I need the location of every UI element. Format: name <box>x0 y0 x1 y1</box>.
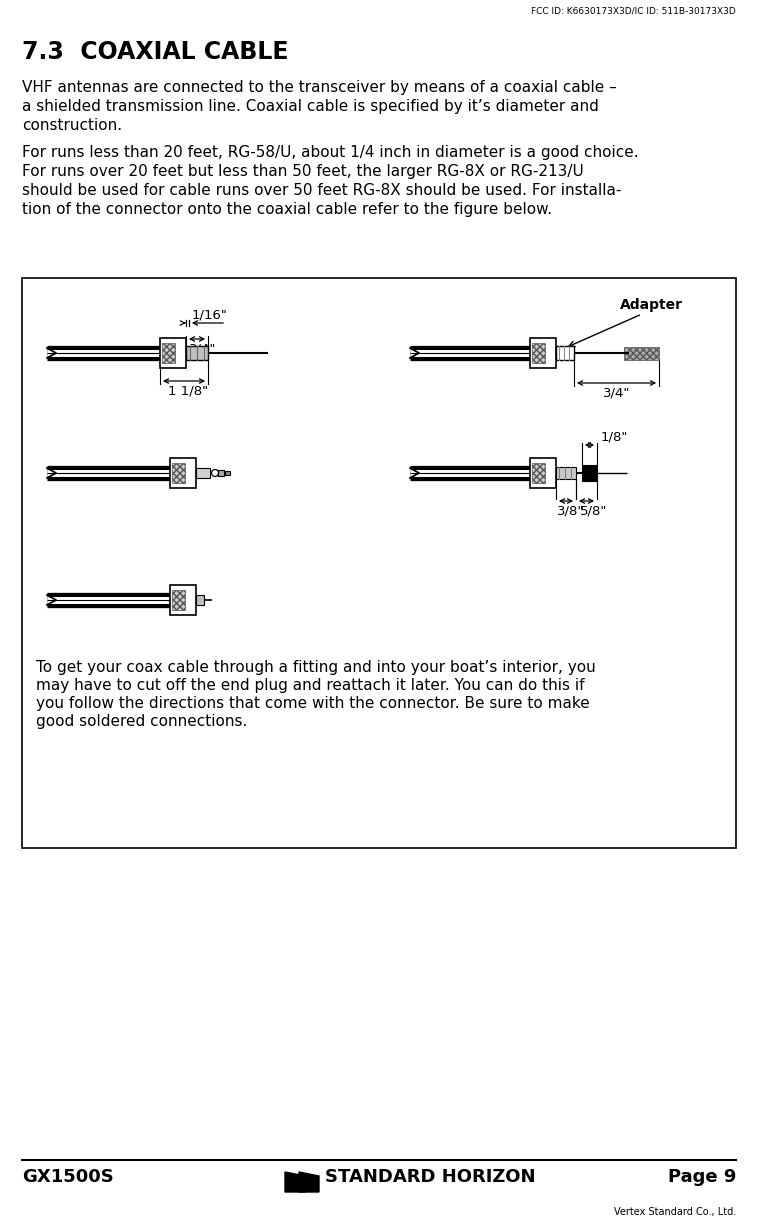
Polygon shape <box>285 1172 305 1192</box>
Text: 7.3  COAXIAL CABLE: 7.3 COAXIAL CABLE <box>22 40 289 64</box>
Text: Adapter: Adapter <box>620 298 683 312</box>
Bar <box>22 278 736 848</box>
Text: construction.: construction. <box>22 118 122 134</box>
Bar <box>170 586 196 615</box>
Text: FCC ID: K6630173X3D/IC ID: 511B-30173X3D: FCC ID: K6630173X3D/IC ID: 511B-30173X3D <box>531 6 736 15</box>
Text: 3/8": 3/8" <box>557 503 584 517</box>
Text: 3/4": 3/4" <box>603 386 630 399</box>
Bar <box>218 470 224 477</box>
Text: 1 1/8": 1 1/8" <box>168 383 208 397</box>
Text: For runs over 20 feet but less than 50 feet, the larger RG-8X or RG-213/U: For runs over 20 feet but less than 50 f… <box>22 164 584 179</box>
Bar <box>196 468 210 478</box>
Bar <box>162 343 175 363</box>
Bar <box>172 590 185 610</box>
Bar <box>624 347 659 359</box>
Text: good soldered connections.: good soldered connections. <box>36 714 247 729</box>
Text: 1/8": 1/8" <box>601 430 628 443</box>
Bar <box>186 345 208 360</box>
Text: To get your coax cable through a fitting and into your boat’s interior, you: To get your coax cable through a fitting… <box>36 660 596 675</box>
Bar <box>170 458 196 488</box>
Bar <box>172 463 185 483</box>
Text: STANDARD HORIZON: STANDARD HORIZON <box>325 1167 535 1186</box>
Text: a shielded transmission line. Coaxial cable is specified by it’s diameter and: a shielded transmission line. Coaxial ca… <box>22 99 599 114</box>
Bar <box>532 463 545 483</box>
Text: Vertex Standard Co., Ltd.: Vertex Standard Co., Ltd. <box>614 1207 736 1216</box>
Text: you follow the directions that come with the connector. Be sure to make: you follow the directions that come with… <box>36 696 590 710</box>
Text: VHF antennas are connected to the transceiver by means of a coaxial cable –: VHF antennas are connected to the transc… <box>22 80 617 96</box>
Text: Page 9: Page 9 <box>668 1167 736 1186</box>
Bar <box>160 338 186 368</box>
Text: GX1500S: GX1500S <box>22 1167 114 1186</box>
Bar <box>556 345 574 360</box>
Text: should be used for cable runs over 50 feet RG-8X should be used. For installa-: should be used for cable runs over 50 fe… <box>22 183 622 198</box>
Text: 3/4": 3/4" <box>189 342 216 355</box>
Text: may have to cut off the end plug and reattach it later. You can do this if: may have to cut off the end plug and rea… <box>36 677 584 693</box>
Text: 1/16": 1/16" <box>192 307 228 321</box>
Bar <box>532 343 545 363</box>
Bar <box>530 458 556 488</box>
Bar <box>225 470 230 475</box>
Polygon shape <box>299 1172 319 1192</box>
Circle shape <box>211 469 218 477</box>
Bar <box>582 466 597 481</box>
Text: For runs less than 20 feet, RG-58/U, about 1/4 inch in diameter is a good choice: For runs less than 20 feet, RG-58/U, abo… <box>22 145 639 160</box>
Bar <box>196 595 204 605</box>
Bar <box>530 338 556 368</box>
Bar <box>556 467 576 479</box>
Text: tion of the connector onto the coaxial cable refer to the figure below.: tion of the connector onto the coaxial c… <box>22 202 552 217</box>
Text: 5/8": 5/8" <box>580 503 607 517</box>
